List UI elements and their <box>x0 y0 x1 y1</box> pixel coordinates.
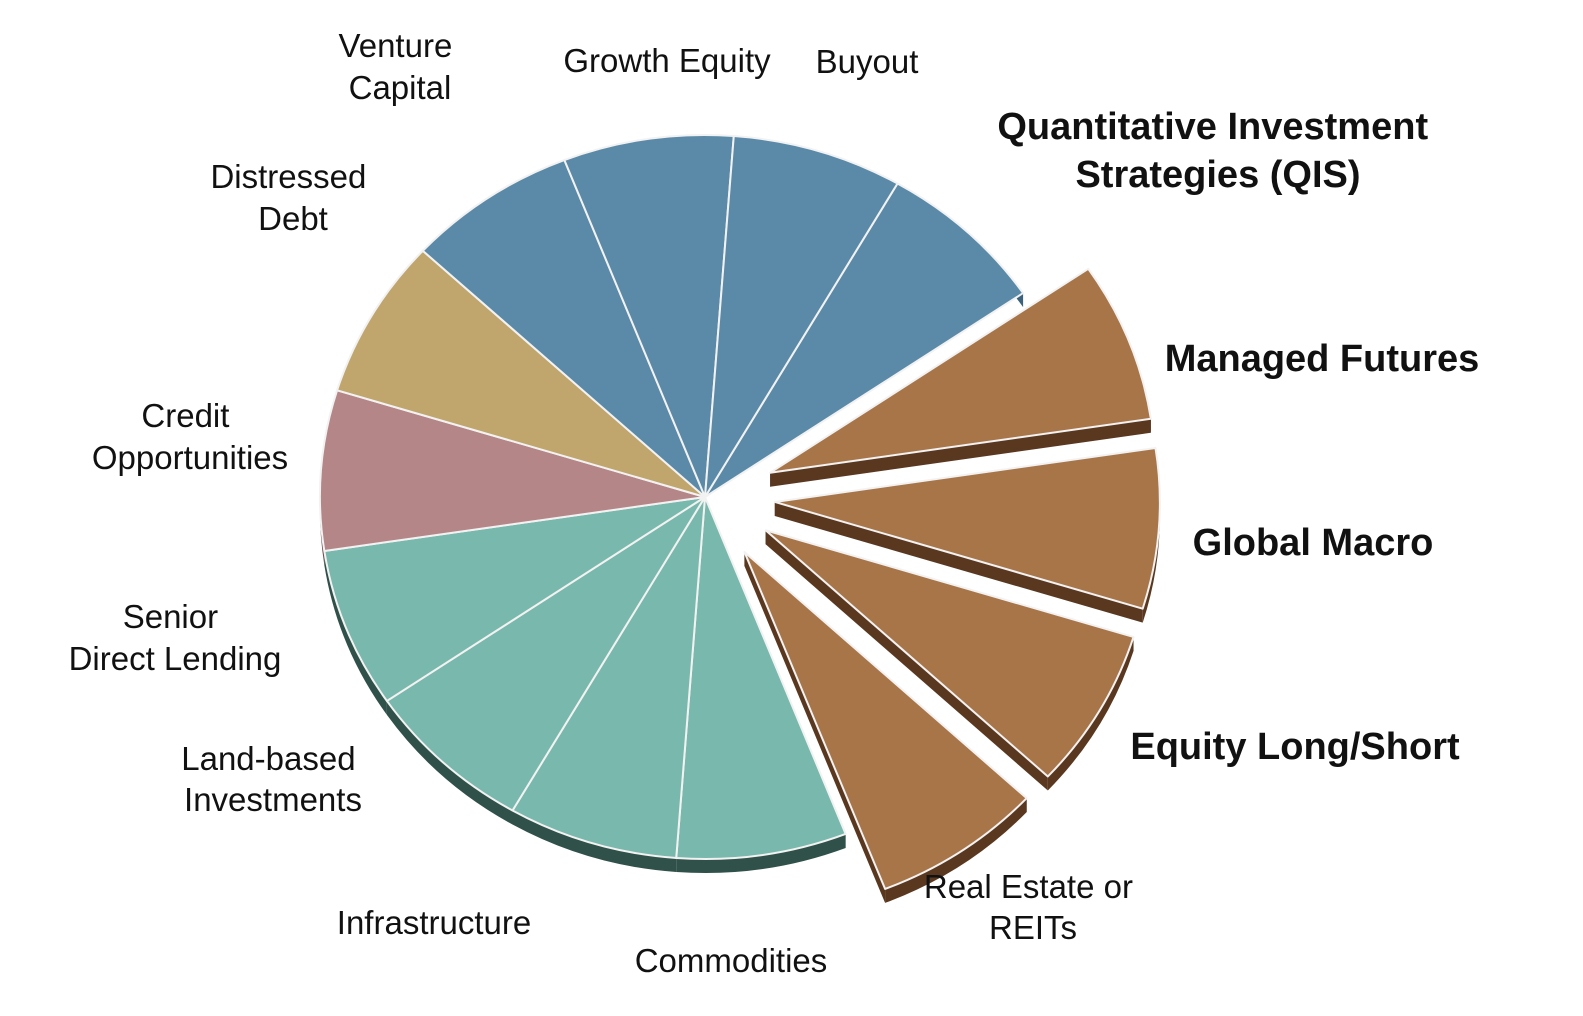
label-real-estate-line2: REITs <box>989 909 1077 946</box>
global-macro-cut-face-2 <box>765 530 1048 791</box>
label-distressed-debt-line2: Debt <box>258 200 328 237</box>
slice-infrastructure <box>385 496 706 812</box>
slice-tops <box>319 134 1161 890</box>
managed-futures-cut-face-2 <box>774 501 1143 623</box>
slice-commodities <box>511 496 706 859</box>
label-infrastructure: Infrastructure <box>337 904 531 941</box>
label-qis-line2: Strategies (QIS) <box>1075 154 1360 196</box>
label-qis-line1: Quantitative Investment <box>997 106 1428 148</box>
label-venture-capital-line2: Capital <box>349 69 452 106</box>
slice-credit-opportunities <box>336 249 706 498</box>
label-buyout: Buyout <box>816 43 919 80</box>
slice-senior-direct-lending <box>319 389 706 552</box>
label-senior-direct-lending: Senior Direct Lending <box>69 598 282 677</box>
label-real-estate-line1: Real Estate or <box>924 868 1133 905</box>
label-senior-direct-lending-line1: Senior <box>123 598 218 635</box>
label-credit-opportunities-line1: Credit <box>141 397 229 434</box>
slice-global-macro <box>764 529 1135 778</box>
slice-buyout <box>704 182 1025 498</box>
global-macro-side <box>1047 636 1134 791</box>
infrastructure-side <box>386 700 513 825</box>
label-commodities: Commodities <box>635 942 828 979</box>
label-qis: Quantitative Investment Strategies (QIS) <box>997 106 1438 196</box>
commodities-side <box>512 810 677 872</box>
label-land-based-investments: Land-based Investments <box>181 740 365 818</box>
label-global-macro: Global Macro <box>1193 522 1434 564</box>
label-real-estate: Real Estate or REITs <box>924 868 1142 946</box>
slice-equity-long-short <box>743 550 1028 890</box>
real-estate-or-reits-side <box>676 833 846 873</box>
land-based-investments-side <box>324 550 387 715</box>
slice-land-based-investments <box>323 496 706 702</box>
label-distressed-debt: Distressed Debt <box>210 158 375 237</box>
label-managed-futures: Managed Futures <box>1165 338 1480 380</box>
slice-venture-capital <box>563 134 735 498</box>
label-growth-equity: Growth Equity <box>563 42 771 79</box>
label-land-based-investments-line1: Land-based <box>181 740 355 777</box>
label-credit-opportunities-line2: Opportunities <box>92 439 288 476</box>
label-land-based-investments-line2: Investments <box>184 781 362 818</box>
slice-quantitative-investment-strategies-qis <box>769 267 1152 474</box>
label-senior-direct-lending-line2: Direct Lending <box>69 640 282 677</box>
label-equity-long-short: Equity Long/Short <box>1130 726 1460 768</box>
slice-real-estate-or-reits <box>675 496 847 860</box>
equity-long-short-side <box>885 798 1027 903</box>
label-credit-opportunities: Credit Opportunities <box>92 397 288 476</box>
quantitative-investment-strategies-qis-cut-face-2 <box>770 418 1151 487</box>
label-venture-capital-line1: Venture <box>339 27 453 64</box>
label-distressed-debt-line1: Distressed <box>210 158 366 195</box>
slice-managed-futures <box>773 447 1161 610</box>
label-venture-capital: Venture Capital <box>339 27 462 106</box>
slice-labels: Venture Capital Growth Equity Buyout Dis… <box>69 27 1480 979</box>
slice-distressed-debt <box>421 159 706 498</box>
slice-growth-equity <box>704 135 899 498</box>
equity-long-short-cut-face-2 <box>744 551 886 903</box>
